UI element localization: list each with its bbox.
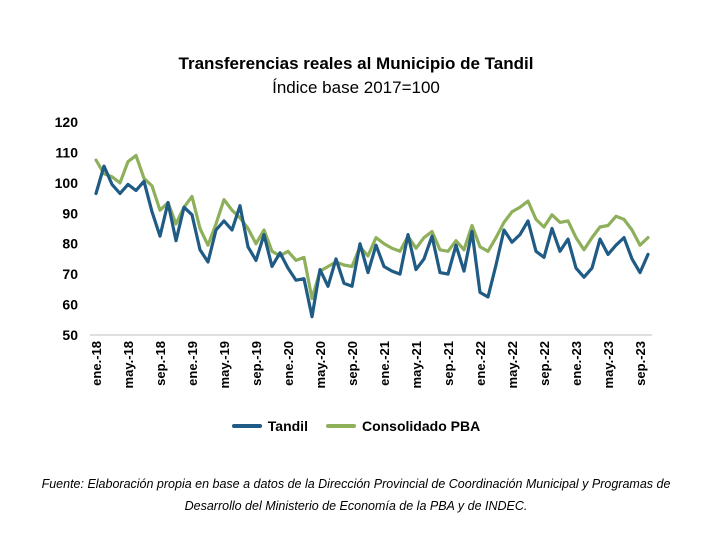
x-tick-label: may.-20 <box>313 341 328 388</box>
x-tick-label: sep.-23 <box>633 341 648 386</box>
chart-title: Transferencias reales al Municipio de Ta… <box>178 54 534 73</box>
x-tick-label: ene.-22 <box>473 341 488 386</box>
chart-subtitle: Índice base 2017=100 <box>272 78 440 97</box>
x-tick-label: may.-18 <box>121 341 136 388</box>
legend-label-tandil: Tandil <box>267 418 308 434</box>
legend-item-tandil: Tandil <box>231 418 308 434</box>
legend-swatch-tandil <box>231 424 262 428</box>
x-tick-label: sep.-22 <box>537 341 552 386</box>
x-tick-label: ene.-19 <box>185 341 200 386</box>
x-tick-label: sep.-21 <box>441 341 456 386</box>
x-tick-label: ene.-23 <box>569 341 584 386</box>
x-tick-label: sep.-18 <box>153 341 168 386</box>
y-tick-label: 120 <box>55 114 79 130</box>
x-tick-label: ene.-21 <box>377 341 392 386</box>
y-tick-label: 50 <box>62 327 78 343</box>
legend-swatch-consolidado-pba <box>325 424 356 428</box>
x-tick-label: may.-23 <box>601 341 616 388</box>
x-tick-label: may.-21 <box>409 341 424 388</box>
legend-label-consolidado-pba: Consolidado PBA <box>361 418 481 434</box>
x-tick-label: may.-19 <box>217 341 232 388</box>
series-line-tandil <box>94 164 650 319</box>
y-tick-label: 110 <box>55 144 78 160</box>
y-tick-label: 60 <box>62 297 78 313</box>
y-tick-label: 70 <box>62 266 78 282</box>
series-line-consolidado-pba <box>94 153 650 301</box>
x-tick-label: may.-22 <box>505 341 520 388</box>
x-tick-label: ene.-18 <box>89 341 104 386</box>
y-tick-label: 100 <box>55 175 79 191</box>
legend-item-consolidado-pba: Consolidado PBA <box>325 418 481 434</box>
x-tick-label: sep.-19 <box>249 341 264 386</box>
source-note: Fuente: Elaboración propia en base a dat… <box>41 477 671 513</box>
y-tick-label: 90 <box>62 205 78 221</box>
chart-legend: Tandil Consolidado PBA <box>0 418 712 434</box>
x-tick-label: sep.-20 <box>345 341 360 386</box>
y-tick-label: 80 <box>62 236 78 252</box>
x-tick-label: ene.-20 <box>281 341 296 386</box>
